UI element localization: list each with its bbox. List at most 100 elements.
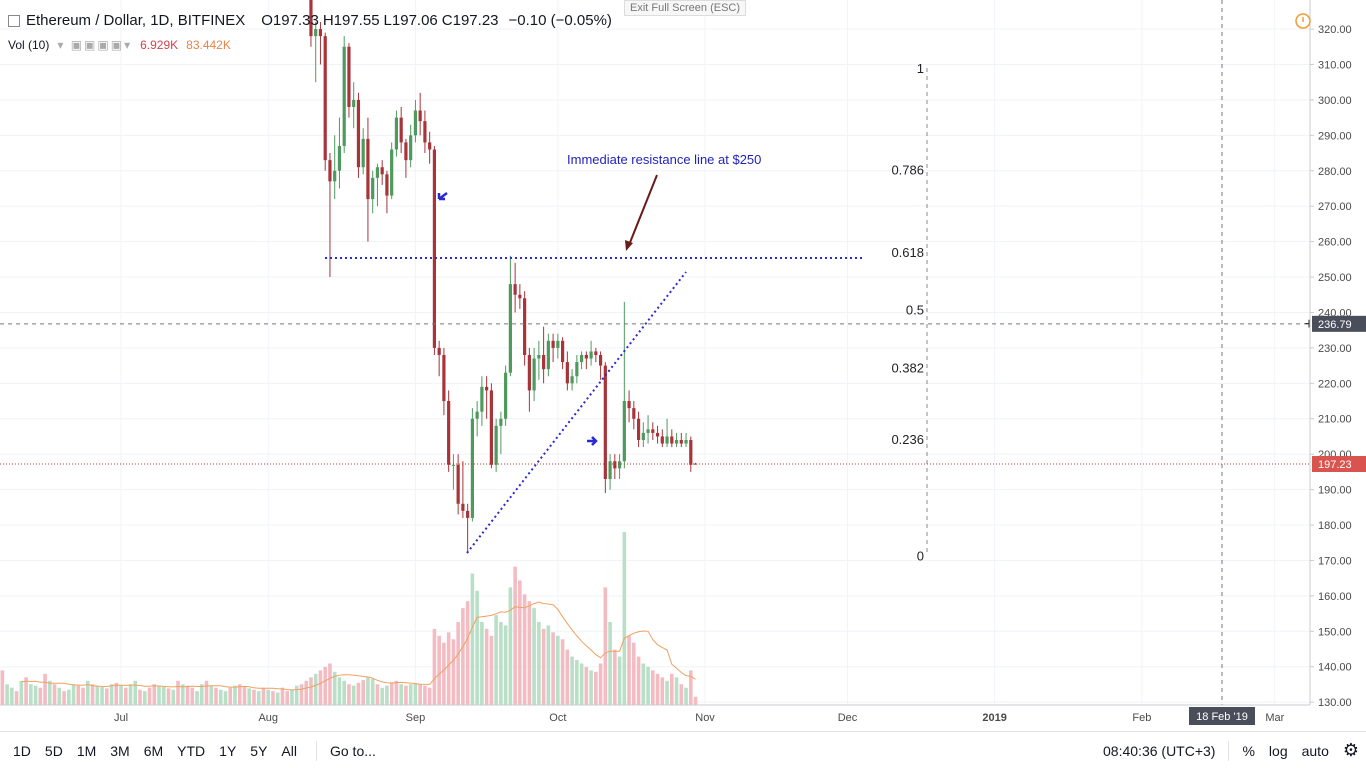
volume-bar — [551, 632, 555, 705]
annotation-arrow — [628, 174, 658, 246]
candle-body — [470, 418, 474, 518]
volume-bar — [622, 532, 627, 705]
candle-body — [428, 142, 432, 150]
range-button[interactable]: 5D — [44, 742, 63, 759]
volume-bar — [570, 656, 574, 705]
volume-bar — [684, 687, 688, 705]
volume-bar — [242, 687, 247, 705]
arrow-head — [625, 240, 633, 251]
indicator-buttons[interactable]: ▾ ▣▣▣▣▾ — [57, 38, 133, 52]
volume-bar — [489, 635, 494, 705]
candle-body — [409, 135, 413, 161]
fib-label: 0.382 — [891, 360, 924, 375]
volume-bar — [356, 682, 361, 705]
candle-body — [636, 418, 641, 441]
volume-bar — [104, 688, 109, 705]
candle-body — [437, 347, 441, 355]
crosshair-tag — [1312, 315, 1366, 332]
candle-body — [366, 138, 370, 200]
volume-bar — [318, 670, 323, 705]
candle-body — [399, 117, 403, 143]
volume-bar — [114, 682, 119, 705]
crosshair-price: 236.79 — [1318, 319, 1352, 331]
candle-body — [589, 351, 593, 359]
volume-bar — [299, 684, 304, 705]
volume-bar — [655, 673, 660, 705]
auto-toggle[interactable]: auto — [1301, 742, 1329, 759]
volume-bar — [665, 680, 669, 705]
volume-bar — [247, 688, 252, 705]
candle-body — [523, 298, 527, 355]
volume-bar — [579, 663, 584, 705]
volume-bar — [598, 663, 603, 705]
range-button[interactable]: 3M — [110, 742, 130, 759]
ohlc-key: L — [383, 12, 392, 29]
change: −0.10 (−0.05%) — [508, 12, 612, 29]
percent-toggle[interactable]: % — [1242, 742, 1255, 759]
volume-bar — [518, 580, 522, 705]
volume-bar — [404, 685, 408, 705]
trend-line — [466, 271, 687, 554]
volume-bar — [446, 632, 451, 705]
candle-body — [432, 149, 437, 348]
y-tick-label: 140.00 — [1318, 662, 1352, 674]
candle-body — [655, 432, 660, 437]
volume-bar — [332, 671, 337, 705]
x-tick-label: Oct — [549, 712, 566, 724]
volume-bar — [693, 696, 698, 705]
range-button[interactable]: 5Y — [250, 742, 268, 759]
candle-body — [551, 340, 555, 348]
y-tick-label: 320.00 — [1318, 24, 1352, 36]
volume-bar — [589, 670, 593, 705]
crosshair-date: 18 Feb '19 — [1196, 711, 1248, 723]
candle-body — [480, 386, 484, 412]
volume-bar — [275, 692, 280, 705]
candle-body — [385, 174, 389, 196]
candle-body — [394, 117, 399, 150]
candle-body — [570, 376, 574, 384]
goto-button[interactable]: Go to... — [329, 742, 376, 759]
y-tick-label: 300.00 — [1318, 95, 1352, 107]
range-button[interactable]: 1M — [76, 742, 97, 759]
candle-body — [499, 418, 503, 426]
collapse-icon[interactable] — [8, 14, 20, 27]
candle-body — [447, 401, 451, 465]
volume-bar — [14, 691, 19, 705]
fib-label: 0.786 — [891, 163, 924, 178]
volume-bar — [71, 684, 76, 705]
last-price-tag — [1312, 455, 1366, 472]
chart: Immediate resistance line at $250 1 0.786… — [0, 0, 1366, 731]
volume-bar — [389, 682, 394, 705]
volume-bar — [271, 691, 275, 705]
volume-bar — [133, 680, 138, 705]
range-button[interactable]: All — [281, 742, 297, 759]
log-toggle[interactable]: log — [1268, 742, 1288, 759]
settings-icon[interactable]: ⚙ — [1342, 740, 1359, 760]
range-button[interactable]: YTD — [177, 742, 206, 759]
candle-body — [561, 340, 565, 363]
candle-body — [347, 46, 351, 107]
candle-body — [579, 354, 584, 363]
volume-bar — [147, 687, 152, 705]
volume-bar — [646, 666, 650, 705]
volume-bar — [256, 691, 261, 705]
range-button[interactable]: 6M — [143, 742, 164, 759]
volume-bar — [461, 608, 465, 705]
y-tick-label: 190.00 — [1318, 485, 1352, 497]
candle-body — [674, 440, 679, 444]
candle-body — [546, 340, 550, 370]
volume-bar — [413, 682, 418, 705]
volume-bar — [209, 685, 214, 705]
volume-bar — [62, 691, 66, 705]
y-tick-label: 250.00 — [1318, 272, 1352, 284]
candle-body — [456, 464, 460, 504]
volume-bar — [166, 688, 171, 705]
volume-bar — [81, 687, 85, 705]
range-button[interactable]: 1D — [13, 742, 31, 759]
price-axis-bg — [1310, 0, 1366, 731]
volume-bar — [86, 680, 90, 705]
alert-icon[interactable] — [1295, 13, 1311, 29]
crosshair-plus: + — [1304, 316, 1313, 333]
volume-bar — [290, 689, 294, 705]
range-button[interactable]: 1Y — [219, 742, 237, 759]
